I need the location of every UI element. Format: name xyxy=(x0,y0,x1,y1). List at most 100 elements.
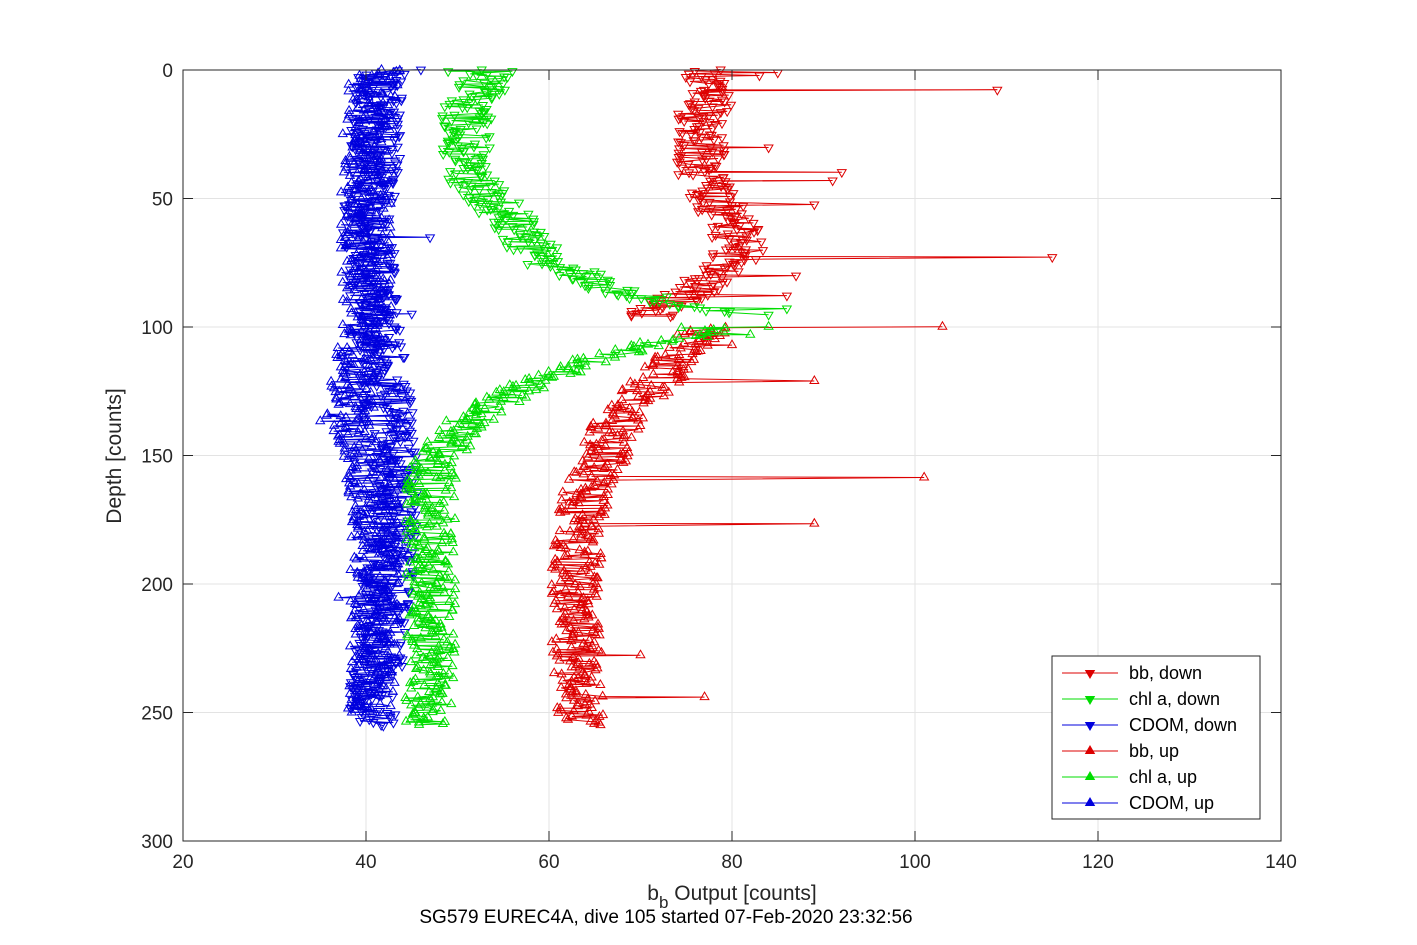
series-point xyxy=(404,399,416,409)
series-point xyxy=(498,211,509,221)
series-point xyxy=(392,497,404,507)
series-point xyxy=(388,489,400,499)
series-point xyxy=(439,458,451,468)
series-point xyxy=(450,157,461,167)
series-point xyxy=(420,622,431,632)
series-point xyxy=(340,240,351,250)
series-point xyxy=(580,482,591,492)
series-point xyxy=(436,537,448,547)
series-point xyxy=(383,387,395,397)
series-point xyxy=(360,354,371,364)
series-point xyxy=(678,363,689,373)
series-point xyxy=(381,710,393,720)
series-point xyxy=(346,516,358,526)
series-point xyxy=(722,207,733,217)
series-point xyxy=(375,537,387,547)
series-point xyxy=(465,153,476,163)
series-point xyxy=(577,509,588,519)
series-point xyxy=(523,210,534,220)
series-point xyxy=(552,258,564,268)
series-point xyxy=(424,650,435,660)
series-point xyxy=(418,712,429,722)
series-point xyxy=(719,322,730,332)
series-point xyxy=(546,579,557,589)
series-point xyxy=(368,517,379,527)
series-point xyxy=(691,298,703,308)
series-point xyxy=(568,614,579,624)
series-point xyxy=(372,707,383,717)
series-point xyxy=(428,582,440,592)
series-point xyxy=(364,149,376,159)
series-point xyxy=(375,456,386,466)
series-point xyxy=(691,123,703,133)
y-tick-label: 200 xyxy=(141,575,173,596)
series-point xyxy=(464,70,476,80)
series-point xyxy=(419,713,430,723)
series-point xyxy=(376,191,388,201)
series-point xyxy=(412,661,424,671)
series-point xyxy=(445,179,456,189)
series-point xyxy=(493,75,505,85)
series-point xyxy=(389,676,400,686)
series-point xyxy=(356,216,367,226)
series-point xyxy=(381,482,393,492)
series-point xyxy=(574,544,585,554)
series-point xyxy=(405,514,416,524)
series-point xyxy=(368,278,379,288)
series-point xyxy=(469,140,481,150)
series-point xyxy=(335,218,347,228)
series-point xyxy=(449,598,461,608)
series-point xyxy=(369,655,381,665)
series-point xyxy=(379,390,390,400)
series-point xyxy=(442,139,453,149)
series-point xyxy=(434,449,445,459)
series-point xyxy=(671,158,683,168)
series-point xyxy=(667,311,679,321)
series-point xyxy=(389,638,400,648)
series-point xyxy=(564,575,575,584)
legend-marker xyxy=(1084,722,1096,731)
series-point xyxy=(653,298,665,308)
series-point xyxy=(470,409,482,419)
series-point xyxy=(561,625,572,635)
series-point xyxy=(410,663,422,673)
series-point xyxy=(447,537,458,547)
series-point xyxy=(364,489,375,499)
series-point xyxy=(375,87,387,97)
series-point xyxy=(693,335,705,345)
series-point xyxy=(370,615,381,625)
series-point xyxy=(670,288,681,298)
series-point xyxy=(356,585,368,595)
series-point xyxy=(345,683,356,693)
series-point xyxy=(342,702,354,712)
series-point xyxy=(475,419,487,429)
series-point xyxy=(387,76,398,86)
series-point xyxy=(723,217,734,227)
series-point xyxy=(382,448,393,458)
series-point xyxy=(334,429,345,439)
series-point xyxy=(593,523,604,533)
series-point xyxy=(405,496,417,506)
series-point xyxy=(423,550,435,560)
series-point xyxy=(385,626,396,636)
series-point xyxy=(626,311,637,321)
series-point xyxy=(647,358,659,368)
series-point xyxy=(937,320,948,330)
x-tick-label: 120 xyxy=(1082,852,1114,873)
series-point xyxy=(530,384,542,394)
series-point xyxy=(733,243,745,253)
x-tick-label: 20 xyxy=(172,852,193,873)
series-point xyxy=(563,590,574,600)
series-point xyxy=(555,506,566,516)
series-point xyxy=(699,691,710,701)
series-point xyxy=(383,248,394,258)
series-point xyxy=(588,513,599,523)
series-point xyxy=(374,698,386,708)
series-point xyxy=(434,688,446,698)
series-point xyxy=(347,169,358,179)
series-point xyxy=(575,565,587,575)
series-point xyxy=(657,381,668,391)
series-point xyxy=(442,137,454,147)
series-point xyxy=(383,236,395,246)
series-point xyxy=(550,553,561,563)
